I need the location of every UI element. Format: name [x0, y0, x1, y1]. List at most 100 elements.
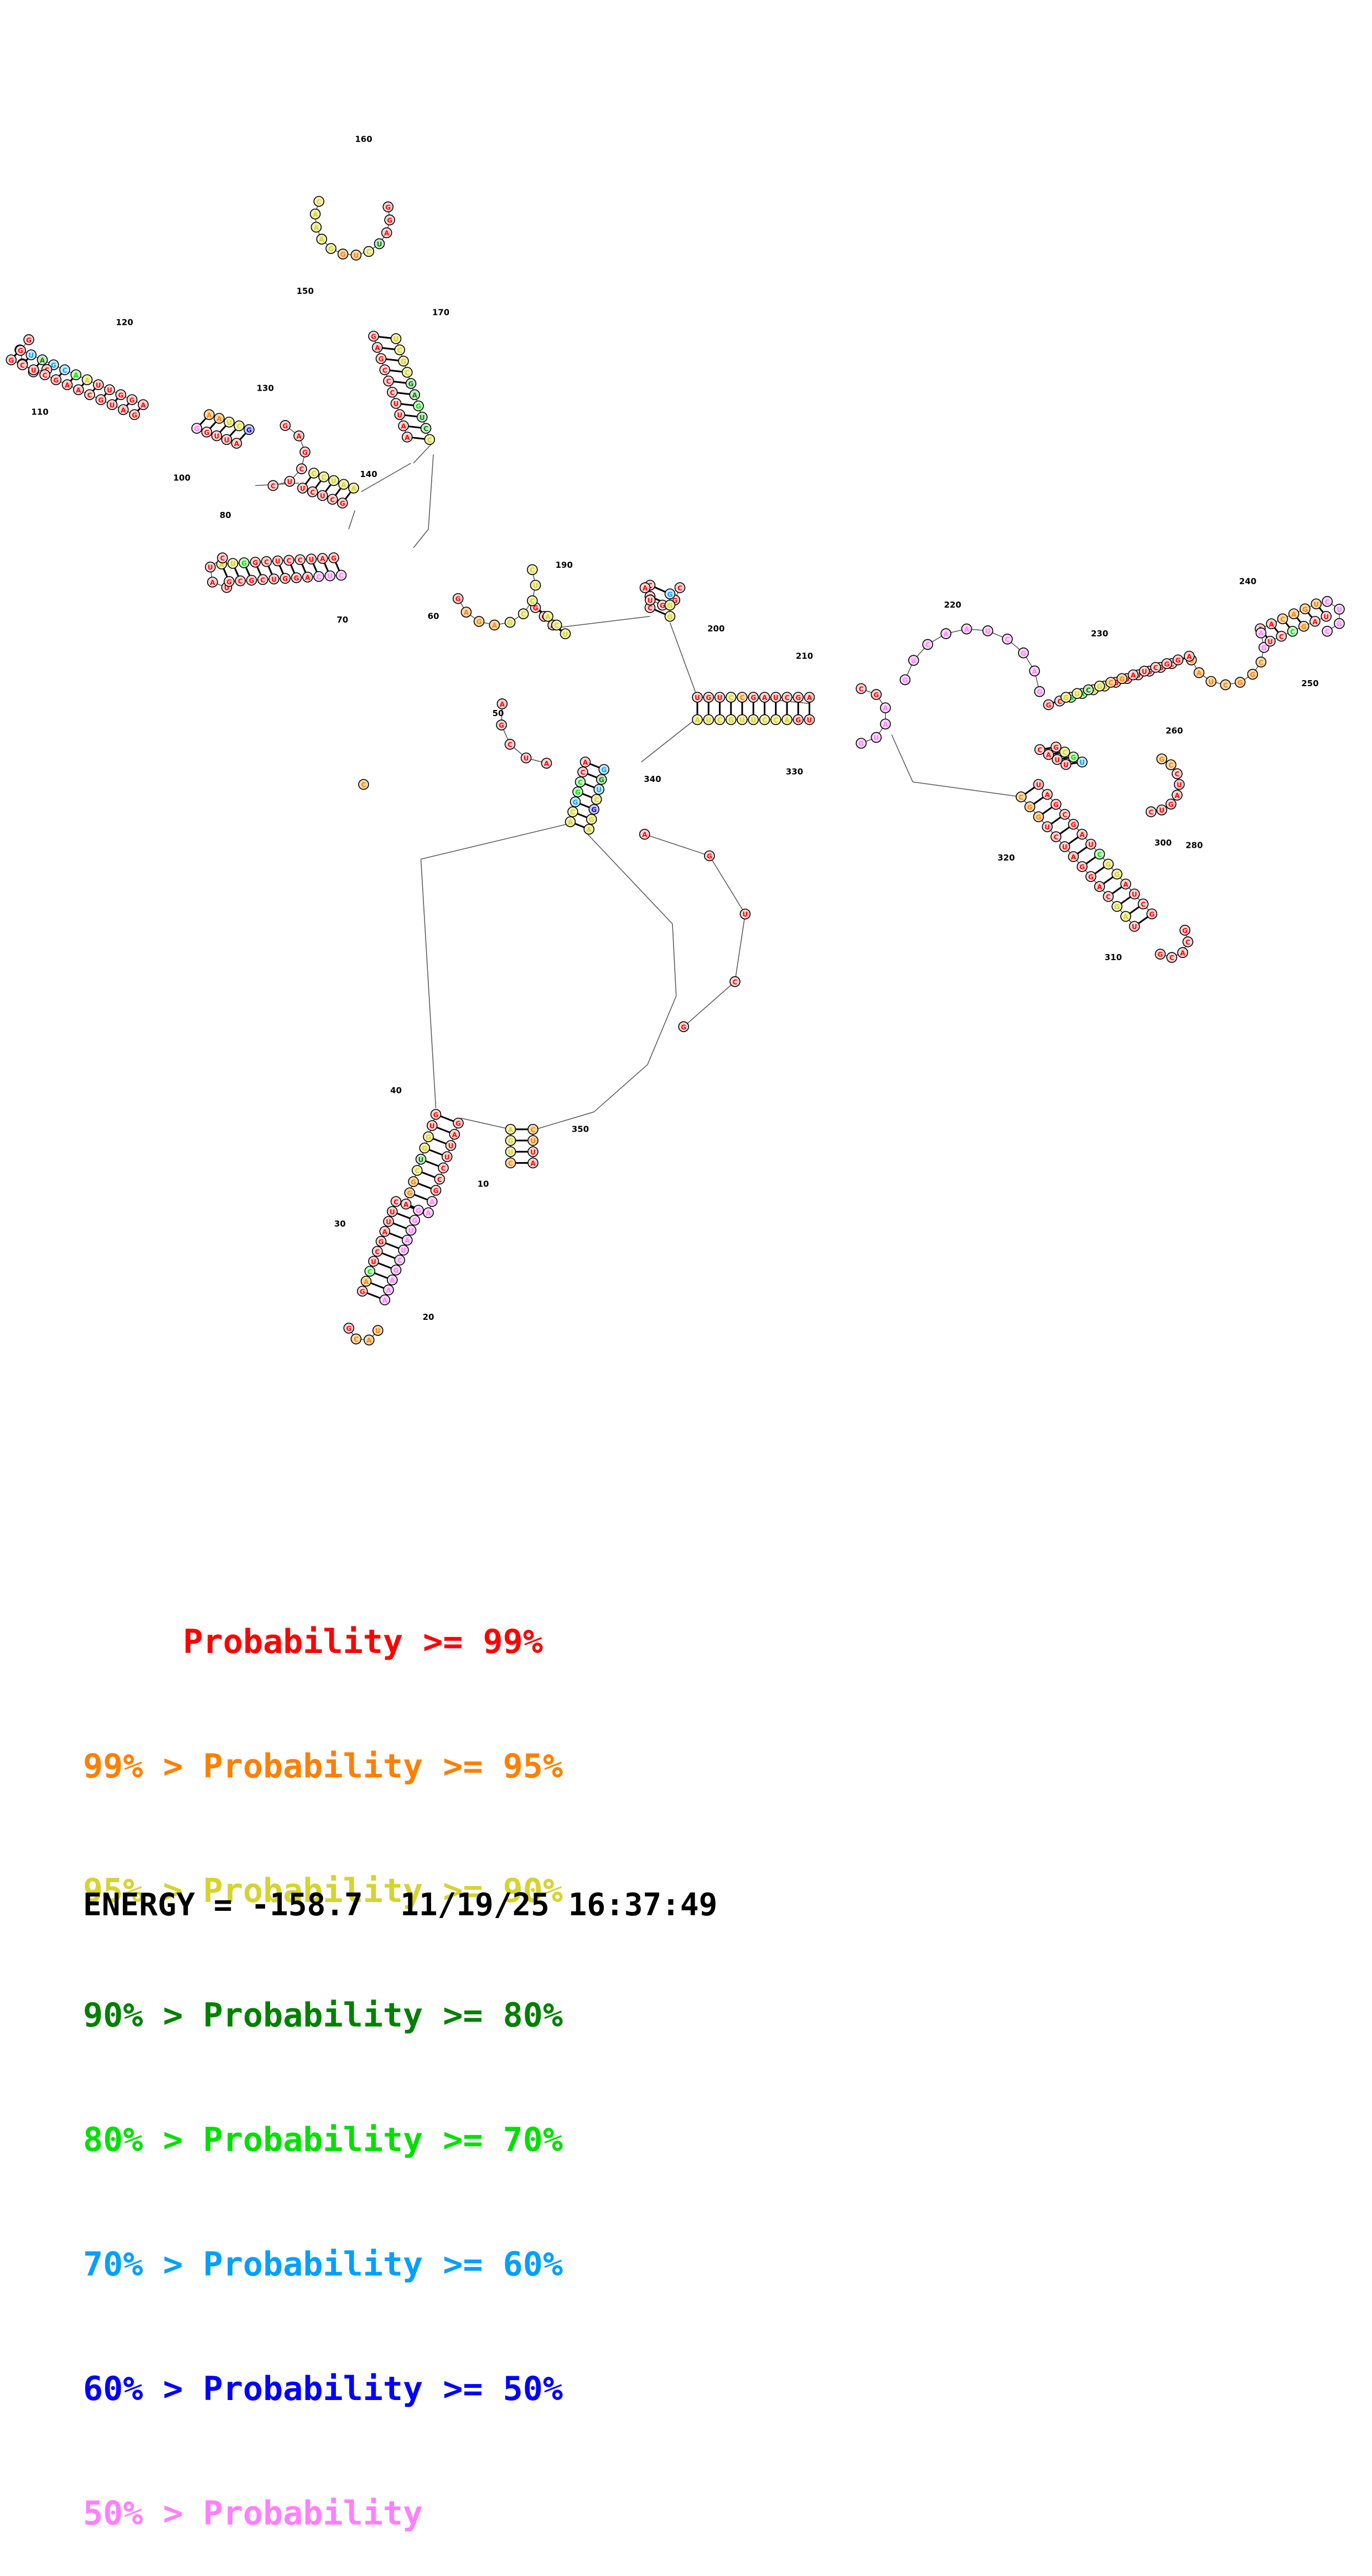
nucleotide: G [572, 786, 583, 797]
nucleotide: C [922, 639, 934, 650]
svg-text:G: G [294, 574, 299, 582]
position-label: 50 [493, 708, 504, 718]
svg-text:U: U [524, 755, 529, 763]
svg-text:G: G [1159, 755, 1164, 763]
svg-text:U: U [394, 400, 399, 408]
svg-text:C: C [530, 566, 535, 574]
position-label: 40 [390, 1086, 402, 1096]
svg-text:G: G [1182, 927, 1188, 935]
svg-text:A: A [1097, 883, 1102, 891]
nucleotide: A [70, 369, 82, 381]
nucleotide: U [1085, 838, 1096, 850]
position-label: 240 [1239, 576, 1256, 586]
nucleotide: G [239, 557, 250, 568]
svg-text:G: G [252, 559, 258, 567]
nucleotide: U [593, 784, 605, 795]
legend-row-p90: 95% > Probability >= 90% [83, 1872, 563, 1910]
nucleotide: G [375, 1236, 387, 1247]
svg-text:C: C [322, 474, 327, 481]
svg-text:G: G [130, 396, 135, 404]
nucleotide: U [386, 1206, 398, 1217]
svg-text:G: G [601, 766, 607, 774]
svg-text:C: C [1106, 893, 1111, 901]
svg-text:C: C [1153, 664, 1158, 672]
position-label: 160 [355, 134, 372, 144]
svg-text:G: G [385, 204, 391, 211]
nucleotide: C [527, 595, 538, 607]
nucleotide: C [235, 575, 246, 587]
energy-label: ENERGY = [83, 1887, 251, 1923]
nucleotide: U [1311, 598, 1322, 610]
svg-text:C: C [1325, 628, 1330, 636]
nucleotide: C [394, 344, 406, 356]
nucleotide: G [1161, 658, 1173, 670]
svg-text:A: A [85, 376, 90, 384]
nucleotide: G [95, 394, 107, 406]
svg-text:C: C [521, 610, 526, 618]
nucleotide: A [386, 1274, 398, 1286]
svg-text:A: A [375, 344, 380, 352]
svg-text:G: G [1036, 813, 1042, 821]
nucleotide: G [250, 557, 261, 568]
nucleotide: C [17, 359, 28, 371]
svg-text:U: U [397, 411, 402, 419]
svg-text:G: G [681, 1023, 686, 1031]
svg-text:G: G [132, 411, 137, 419]
legend-row-p70: 80% > Probability >= 70% [83, 2121, 563, 2159]
svg-text:A: A [695, 717, 700, 724]
svg-text:G: G [667, 613, 673, 621]
nucleotide: G [1033, 811, 1044, 822]
svg-text:C: C [238, 578, 243, 585]
nucleotide: G [15, 345, 26, 356]
nucleotide: G [1094, 680, 1105, 692]
nucleotide: U [350, 250, 362, 261]
nucleotide: A [360, 1276, 372, 1287]
nucleotide: C [551, 619, 562, 631]
nucleotide: G [1172, 654, 1184, 666]
svg-text:A: A [1187, 653, 1192, 661]
svg-text:A: A [216, 415, 222, 423]
svg-text:C: C [773, 717, 778, 724]
position-labels: 10 20 30 40 50 60 70 80 100 110 120 130 140 150 160 170… [31, 134, 1318, 1323]
svg-text:G: G [1063, 694, 1069, 702]
nucleotide: U [272, 555, 283, 567]
svg-text:A: A [883, 721, 888, 728]
svg-text:U: U [1337, 606, 1342, 614]
svg-text:G: G [1302, 605, 1308, 613]
svg-text:C: C [594, 796, 599, 804]
svg-text:A: A [426, 1210, 431, 1217]
nucleotide: G [1247, 668, 1259, 680]
position-label: 30 [334, 1219, 346, 1229]
svg-text:G: G [1168, 801, 1174, 808]
nucleotide: C [737, 692, 748, 703]
position-label: 10 [478, 1179, 489, 1189]
svg-text:G: G [433, 1111, 439, 1119]
nucleotide: C [313, 571, 324, 582]
svg-text:A: A [1123, 881, 1128, 889]
nucleotide: C [217, 552, 228, 563]
svg-text:U: U [1142, 668, 1147, 676]
nucleotide: U [505, 1146, 516, 1158]
position-label: 330 [786, 767, 803, 777]
svg-text:C: C [375, 1248, 380, 1256]
svg-text:U: U [28, 351, 34, 359]
nucleotide: A [409, 389, 421, 401]
nucleotide: G [793, 692, 804, 703]
svg-text:U: U [1208, 678, 1214, 686]
svg-text:U: U [31, 366, 37, 374]
nucleotide: G [586, 813, 597, 825]
nucleotide: A [61, 379, 73, 391]
nucleotide: U [1138, 665, 1150, 677]
svg-text:G: G [1088, 873, 1094, 881]
nucleotide: C [591, 794, 602, 805]
svg-text:C: C [1174, 770, 1179, 778]
nucleotide: U [1128, 921, 1140, 932]
svg-text:G: G [499, 722, 504, 729]
svg-text:A: A [762, 694, 768, 702]
nucleotide: C [1105, 677, 1116, 688]
svg-text:G: G [575, 789, 581, 796]
svg-text:G: G [667, 590, 673, 598]
svg-text:G: G [1079, 863, 1085, 871]
svg-text:C: C [260, 576, 265, 584]
svg-text:U: U [386, 1218, 391, 1226]
